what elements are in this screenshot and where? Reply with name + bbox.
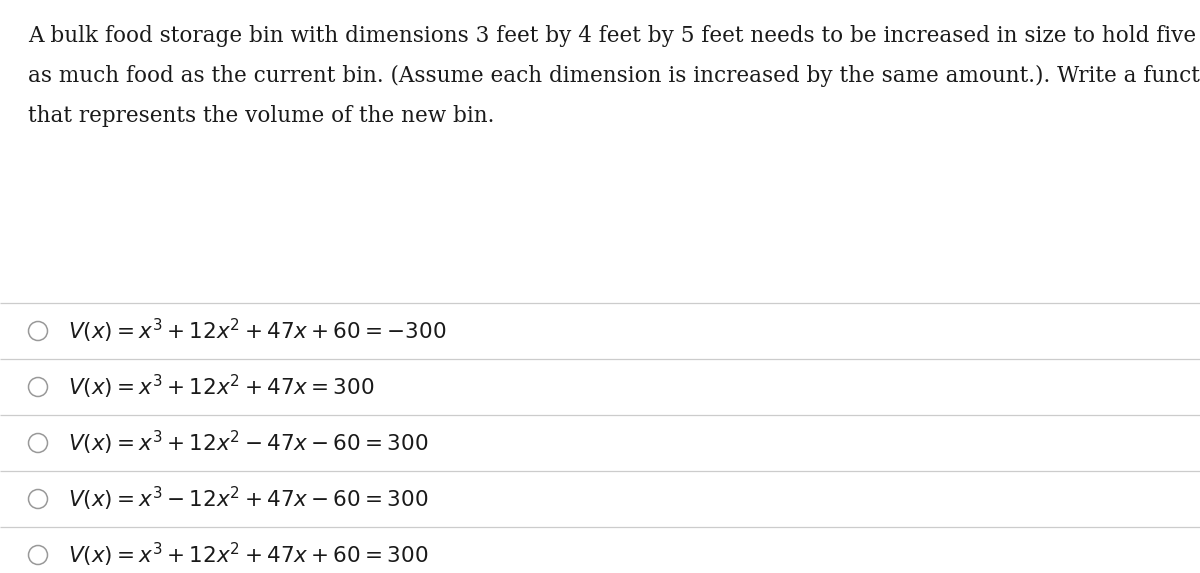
Text: $V(x) = x^3 + 12x^2 - 47x - 60 = 300$: $V(x) = x^3 + 12x^2 - 47x - 60 = 300$ [68,429,428,457]
Text: $V(x) = x^3 + 12x^2 + 47x = 300$: $V(x) = x^3 + 12x^2 + 47x = 300$ [68,373,374,401]
Text: $V(x) = x^3 - 12x^2 + 47x - 60 = 300$: $V(x) = x^3 - 12x^2 + 47x - 60 = 300$ [68,485,428,513]
Text: $V(x) = x^3 + 12x^2 + 47x + 60 = {-300}$: $V(x) = x^3 + 12x^2 + 47x + 60 = {-300}$ [68,317,446,345]
Text: $V(x) = x^3 + 12x^2 + 47x + 60 = 300$: $V(x) = x^3 + 12x^2 + 47x + 60 = 300$ [68,541,428,569]
Text: that represents the volume of the new bin.: that represents the volume of the new bi… [28,105,494,127]
Text: A bulk food storage bin with dimensions 3 feet by 4 feet by 5 feet needs to be i: A bulk food storage bin with dimensions … [28,25,1200,47]
Text: as much food as the current bin. (Assume each dimension is increased by the same: as much food as the current bin. (Assume… [28,65,1200,87]
